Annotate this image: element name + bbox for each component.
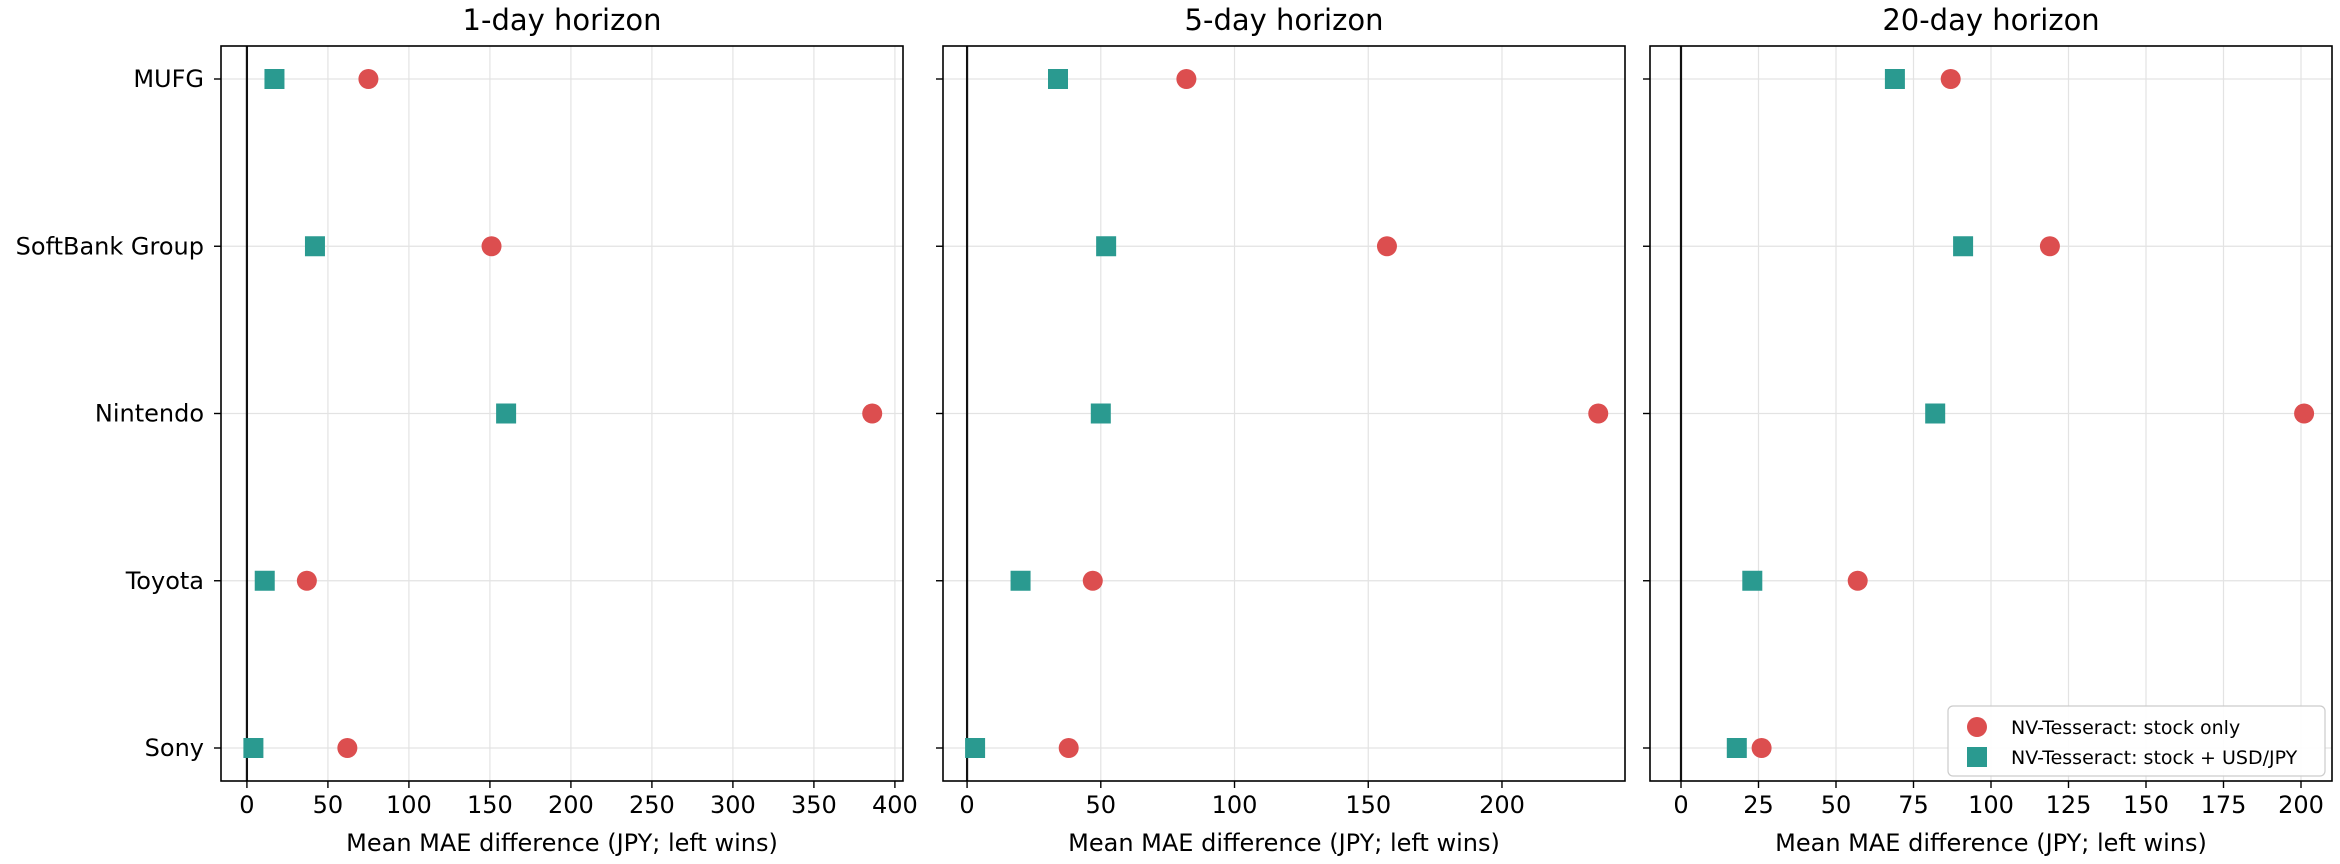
panel-1: 0 50 100 150 200 250 300 350 400 Sony Toyota Ninten…: [16, 3, 918, 857]
x-tick-label: 75: [1898, 791, 1929, 819]
y-tick-label-sony: Sony: [145, 734, 204, 762]
point-stock-only-sony: [1058, 738, 1079, 758]
point-stock-fx-toyota: [1010, 570, 1031, 591]
point-stock-only-softbank-group: [481, 236, 502, 257]
point-stock-fx-nintendo: [1090, 403, 1111, 424]
x-tick-label: 50: [1821, 791, 1852, 819]
point-stock-fx-nintendo: [1925, 403, 1946, 424]
legend-label-stock-only: NV-Tesseract: stock only: [2011, 717, 2240, 739]
x-tick-label: 125: [2046, 791, 2092, 819]
point-stock-fx-sony: [243, 738, 264, 758]
x-tick-label: 25: [1743, 791, 1774, 819]
panel-title: 1-day horizon: [463, 3, 662, 37]
point-stock-fx-softbank-group: [1096, 236, 1117, 257]
x-tick-label: 250: [629, 791, 675, 819]
point-stock-only-mufg: [1176, 69, 1197, 89]
panel-3: 0 25 50 75 100 125 150 175 200 20-day horizon Mean…: [1643, 3, 2333, 857]
x-tick-label: 175: [2201, 791, 2247, 819]
y-tick-label-mufg: MUFG: [133, 65, 204, 93]
point-stock-only-sony: [1751, 738, 1772, 758]
legend-marker-stock-only: [1967, 717, 1987, 737]
x-tick-label: 150: [2123, 791, 2169, 819]
y-tick-label-nintendo: Nintendo: [95, 400, 204, 428]
legend-box: [1947, 705, 2326, 777]
x-tick-label: 0: [959, 791, 974, 819]
y-tick-label-toyota: Toyota: [125, 567, 204, 595]
point-stock-only-softbank-group: [1376, 236, 1397, 257]
x-tick-label: 0: [1673, 791, 1688, 819]
x-tick-label: 200: [1479, 791, 1525, 819]
x-tick-label: 100: [386, 791, 432, 819]
legend-label-stock-fx: NV-Tesseract: stock + USD/JPY: [2011, 747, 2298, 769]
point-stock-fx-mufg: [1048, 69, 1069, 89]
x-tick-label: 200: [548, 791, 594, 819]
point-stock-only-toyota: [296, 570, 317, 591]
point-stock-only-softbank-group: [2039, 236, 2060, 257]
x-tick-label: 50: [1086, 791, 1117, 819]
point-stock-fx-softbank-group: [304, 236, 325, 257]
x-axis-label: Mean MAE difference (JPY; left wins): [1775, 829, 2207, 857]
point-stock-fx-toyota: [1742, 570, 1763, 591]
legend: NV-Tesseract: stock only NV-Tesseract: st…: [1947, 705, 2326, 777]
x-tick-label: 100: [1968, 791, 2014, 819]
legend-marker-stock-fx: [1967, 747, 1987, 767]
x-tick-label: 150: [1345, 791, 1391, 819]
point-stock-fx-nintendo: [496, 403, 517, 424]
point-stock-fx-mufg: [1884, 69, 1905, 89]
point-stock-only-mufg: [1940, 69, 1961, 89]
y-tick-label-softbank-group: SoftBank Group: [16, 232, 204, 260]
x-tick-label: 200: [2278, 791, 2324, 819]
x-tick-label: 100: [1212, 791, 1258, 819]
point-stock-fx-mufg: [264, 69, 285, 89]
point-stock-fx-toyota: [254, 570, 275, 591]
point-stock-only-nintendo: [1588, 403, 1609, 424]
x-tick-label: 0: [239, 791, 254, 819]
panel-title: 20-day horizon: [1882, 3, 2099, 37]
x-tick-label: 350: [791, 791, 837, 819]
point-stock-only-mufg: [358, 69, 379, 89]
panel-title: 5-day horizon: [1185, 3, 1384, 37]
x-tick-label: 400: [872, 791, 918, 819]
x-tick-label: 300: [710, 791, 756, 819]
point-stock-only-nintendo: [862, 403, 883, 424]
x-axis-label: Mean MAE difference (JPY; left wins): [1068, 829, 1500, 857]
panel-2: 0 50 100 150 200 5-day horizon Mean MAE differ…: [936, 3, 1626, 857]
point-stock-only-toyota: [1847, 570, 1868, 591]
x-tick-label: 50: [313, 791, 344, 819]
x-tick-label: 150: [467, 791, 513, 819]
point-stock-only-sony: [337, 738, 358, 758]
x-axis-label: Mean MAE difference (JPY; left wins): [346, 829, 778, 857]
point-stock-only-toyota: [1082, 570, 1103, 591]
point-stock-fx-sony: [1726, 738, 1747, 758]
point-stock-fx-sony: [965, 738, 986, 758]
point-stock-only-nintendo: [2294, 403, 2315, 424]
point-stock-fx-softbank-group: [1953, 236, 1974, 257]
